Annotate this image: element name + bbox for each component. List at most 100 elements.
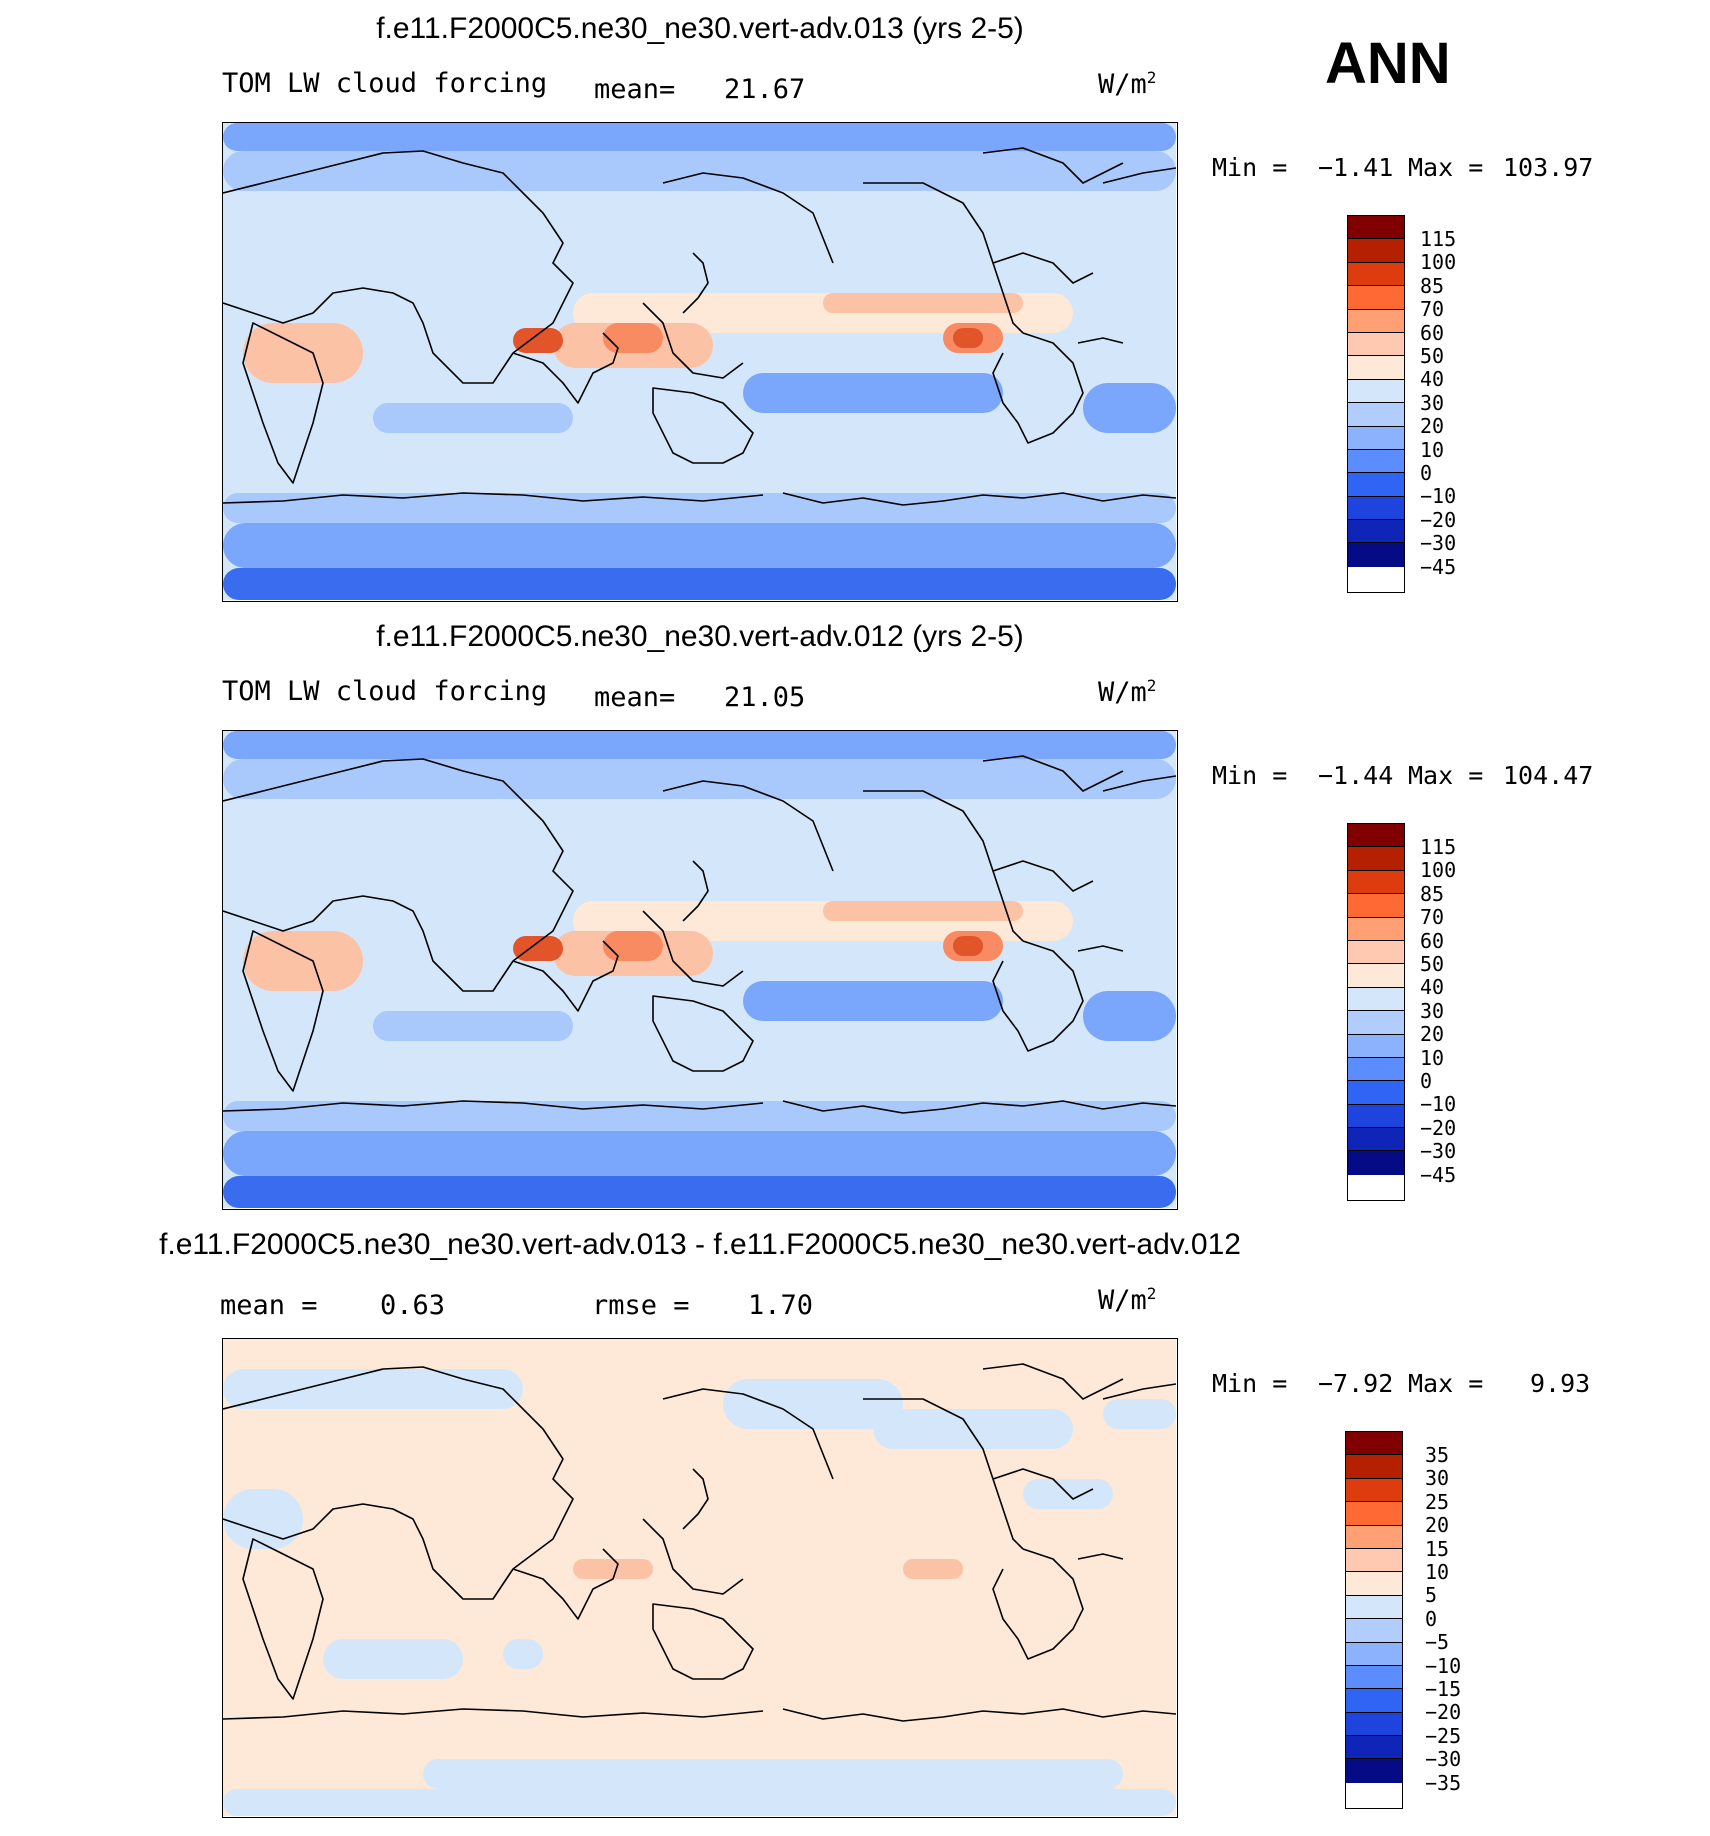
- season-label: ANN: [1325, 31, 1451, 96]
- colorbar-tick-label: 10: [1425, 1560, 1450, 1584]
- colorbar-tick-label: −45: [1420, 554, 1457, 579]
- panel-1-map: [222, 122, 1178, 602]
- panel-3-map-svg: [223, 1339, 1176, 1816]
- contour-region: [573, 1559, 653, 1579]
- contour-region: [743, 981, 1003, 1021]
- coastline: [223, 758, 574, 992]
- contour-region: [243, 323, 363, 383]
- panel-1-mean-label: mean=: [594, 74, 676, 105]
- colorbar-tick-label: 50: [1420, 344, 1445, 368]
- colorbar-swatch: [1348, 917, 1404, 941]
- contour-region: [823, 901, 1023, 921]
- colorbar-swatch: [1348, 239, 1404, 263]
- colorbar-swatch: [1346, 1478, 1402, 1503]
- colorbar-tick-label: 15: [1425, 1536, 1450, 1561]
- contour-region: [873, 1409, 1073, 1449]
- colorbar-swatch: [1348, 1151, 1404, 1175]
- colorbar-tick-label: 50: [1420, 952, 1445, 976]
- panel-2-max-value: 104.47: [1503, 761, 1594, 790]
- panel-3-min-label: Min =: [1212, 1369, 1288, 1398]
- contour-region: [223, 759, 1176, 799]
- colorbar-swatch: [1348, 356, 1404, 380]
- coastline: [512, 940, 619, 1012]
- coastline: [242, 930, 324, 1092]
- colorbar-swatch: [1348, 262, 1404, 287]
- colorbar-tick-label: 0: [1425, 1606, 1438, 1631]
- colorbar-tick-label: 60: [1420, 320, 1445, 345]
- panel-3-colorbar: [1345, 1431, 1403, 1809]
- panel-3-mean-label: mean =: [220, 1290, 318, 1321]
- contour-region: [223, 1789, 1176, 1816]
- colorbar-tick-label: −35: [1425, 1770, 1462, 1795]
- colorbar-swatch: [1346, 1455, 1402, 1479]
- contour-region: [823, 293, 1023, 313]
- colorbar-swatch: [1348, 286, 1404, 310]
- contour-region: [223, 1489, 303, 1549]
- panel-2-max-label: Max =: [1408, 761, 1484, 790]
- contour-region: [953, 936, 983, 956]
- coastline: [652, 995, 754, 1072]
- panel-1-min-value: −1.41: [1318, 153, 1394, 182]
- panel-2-mean-label: mean=: [594, 682, 676, 713]
- colorbar-swatch: [1348, 1104, 1404, 1129]
- contour-region: [223, 151, 1176, 191]
- colorbar-swatch: [1348, 847, 1404, 871]
- contour-region: [603, 931, 663, 961]
- contour-region: [243, 931, 363, 991]
- colorbar-tick-label: 0: [1420, 1069, 1433, 1093]
- contour-region: [373, 1011, 573, 1041]
- colorbar-tick-label: 30: [1420, 998, 1445, 1023]
- contour-region: [223, 1176, 1176, 1208]
- colorbar-swatch: [1348, 824, 1404, 848]
- coastline: [992, 1468, 1094, 1500]
- colorbar-swatch: [1348, 1081, 1404, 1105]
- colorbar-tick-label: 40: [1420, 975, 1445, 1000]
- coastline: [223, 492, 764, 504]
- coastline: [1077, 337, 1124, 344]
- colorbar-tick-label: −10: [1420, 1092, 1457, 1117]
- colorbar-tick-label: −10: [1425, 1653, 1462, 1678]
- coastline: [642, 910, 744, 987]
- coastline: [642, 302, 744, 379]
- colorbar-swatch: [1346, 1736, 1402, 1760]
- panel-1-max-value: 103.97: [1503, 153, 1594, 182]
- panel-1-title: f.e11.F2000C5.ne30_ne30.vert-adv.013 (yr…: [376, 12, 1024, 45]
- contour-region: [223, 1101, 1176, 1131]
- panel-2-units-exp: 2: [1146, 676, 1157, 695]
- panel-1-max-label: Max =: [1408, 153, 1484, 182]
- colorbar-tick-label: 10: [1420, 1045, 1445, 1070]
- panel-3-units-base: W/m: [1098, 1285, 1147, 1316]
- coastline: [223, 1100, 764, 1112]
- colorbar-swatch: [1348, 379, 1404, 404]
- colorbar-swatch: [1348, 216, 1404, 240]
- contour-region: [223, 123, 1176, 151]
- panel-1-units: W/m2: [1098, 68, 1156, 100]
- coastline: [242, 322, 324, 484]
- colorbar-swatch: [1348, 870, 1404, 895]
- contour-region: [373, 403, 573, 433]
- coastline: [1102, 167, 1176, 184]
- panel-3-units: W/m2: [1098, 1284, 1156, 1316]
- colorbar-swatch: [1346, 1619, 1402, 1643]
- colorbar-tick-label: −20: [1425, 1700, 1462, 1725]
- coastline: [512, 1548, 619, 1620]
- contour-region: [953, 328, 983, 348]
- panel-1-mean-value: 21.67: [724, 74, 806, 105]
- panel-2-variable: TOM LW cloud forcing: [222, 676, 548, 707]
- colorbar-tick-label: 100: [1420, 858, 1457, 883]
- colorbar-swatch: [1348, 426, 1404, 450]
- colorbar-swatch: [1348, 473, 1404, 497]
- panel-3-title: f.e11.F2000C5.ne30_ne30.vert-adv.013 - f…: [159, 1228, 1241, 1261]
- coastline: [992, 1548, 1084, 1660]
- panel-1-colorbar: [1347, 215, 1405, 593]
- panel-1-units-base: W/m: [1098, 69, 1147, 100]
- colorbar-swatch: [1348, 496, 1404, 521]
- panel-3-max-label: Max =: [1408, 1369, 1484, 1398]
- panel-3-min-value: −7.92: [1318, 1369, 1394, 1398]
- coastline: [782, 492, 1176, 506]
- contour-region: [503, 1639, 543, 1669]
- coastline: [782, 1100, 1176, 1114]
- colorbar-tick-label: −10: [1420, 484, 1457, 509]
- colorbar-tick-label: −30: [1420, 1139, 1457, 1164]
- coastline: [682, 860, 709, 922]
